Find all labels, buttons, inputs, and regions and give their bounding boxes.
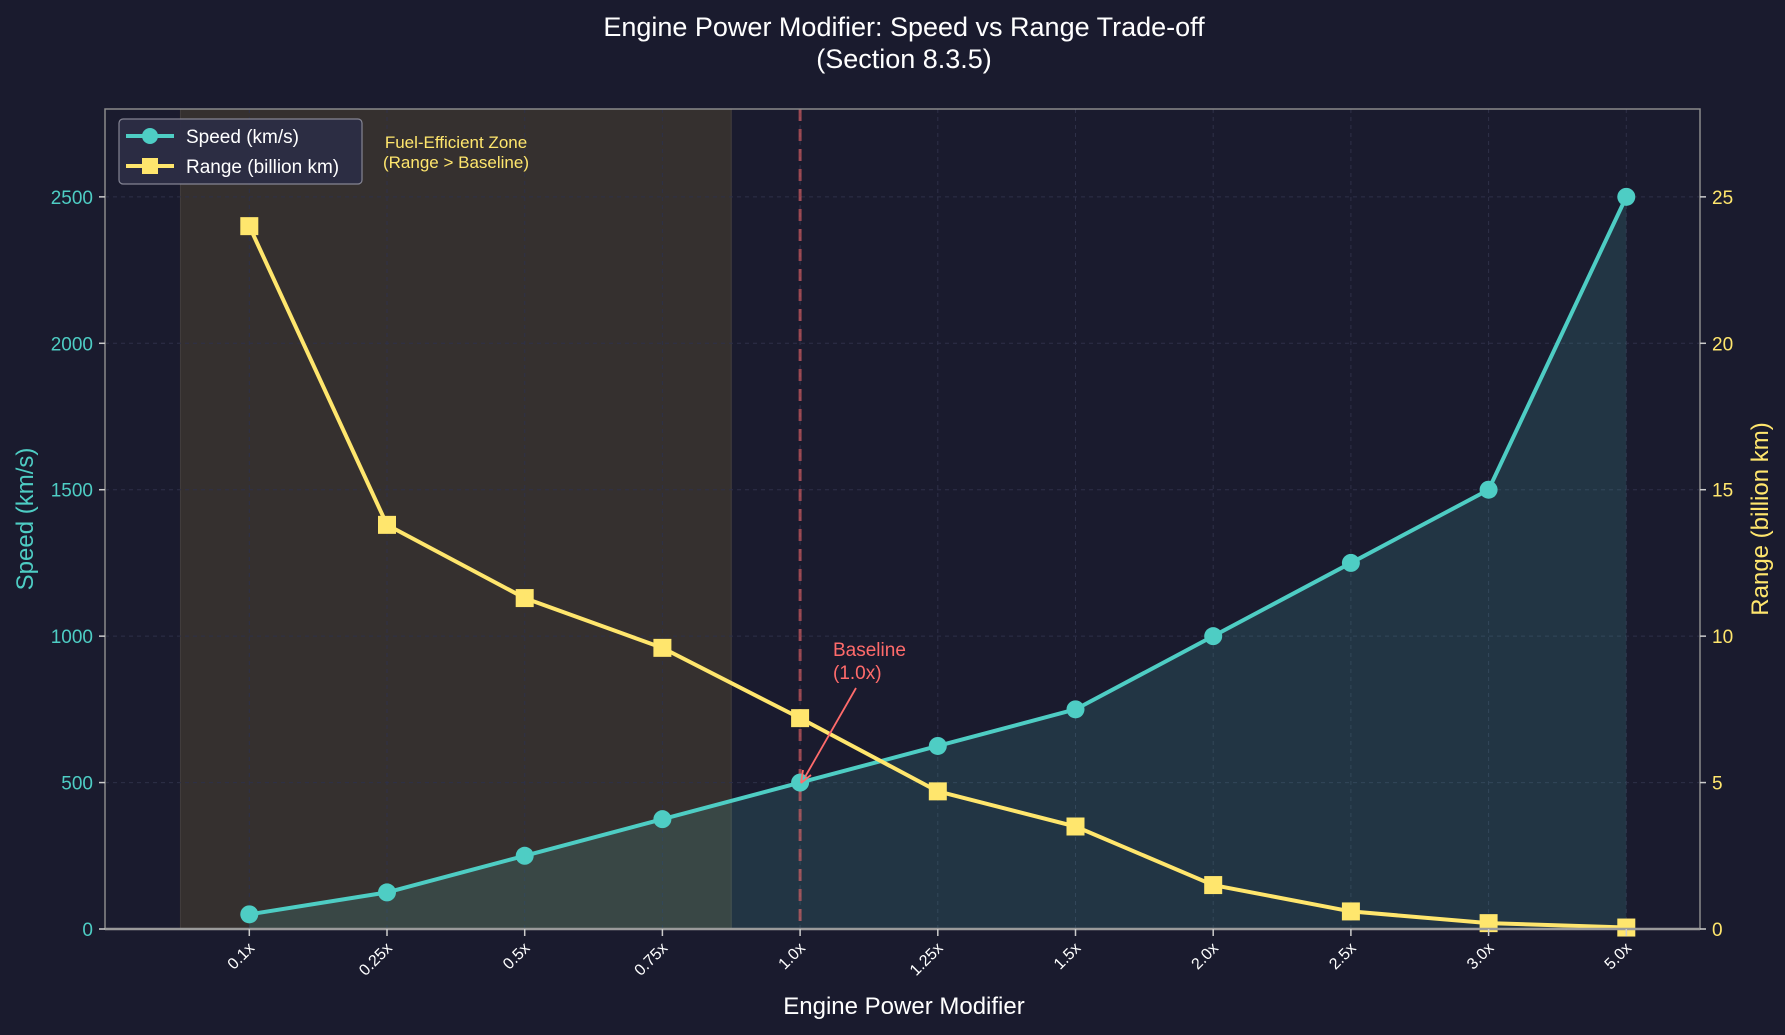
range-point (928, 782, 947, 801)
y-left-tick-label: 2500 (51, 188, 93, 209)
y-axis-left-label: Speed (km/s) (12, 448, 39, 591)
range-point (240, 217, 259, 236)
y-right-tick-label: 15 (1712, 481, 1733, 502)
y-right-tick-label: 25 (1712, 188, 1733, 209)
y-left-tick-label: 0 (82, 920, 93, 941)
y-left-tick-label: 1000 (51, 627, 93, 648)
range-point (515, 589, 534, 608)
speed-point (378, 883, 396, 902)
chart-title-line2: (Section 8.3.5) (816, 44, 992, 74)
speed-point (791, 773, 810, 792)
x-axis-label: Engine Power Modifier (783, 993, 1024, 1020)
speed-point (240, 905, 259, 924)
range-point (1341, 902, 1360, 921)
speed-point (1479, 480, 1498, 499)
legend-item-range: Range (billion km) (126, 157, 339, 178)
range-point (1204, 876, 1223, 895)
range-point (1479, 914, 1498, 933)
range-point (378, 515, 396, 534)
fuel-efficient-zone (179, 108, 732, 930)
baseline-arrow (800, 687, 857, 784)
speed-point (515, 846, 534, 865)
range-point (791, 709, 810, 728)
range-point (1066, 817, 1085, 836)
y-right-tick-label: 20 (1712, 334, 1733, 355)
speed-area-fill (249, 196, 1627, 929)
speed-point (928, 736, 947, 755)
y-left-tick-label: 500 (61, 774, 93, 795)
chart-title-line1: Engine Power Modifier: Speed vs Range Tr… (603, 12, 1205, 42)
zone-annotation-line1: Fuel-Efficient Zone (385, 133, 527, 152)
zone-annotation-line2: (Range > Baseline) (383, 153, 529, 172)
y-axis-right-label: Range (billion km) (1747, 422, 1774, 615)
square-marker-icon (142, 158, 158, 174)
speed-point (1066, 700, 1085, 719)
circle-marker-icon (142, 128, 158, 144)
speed-point (1617, 187, 1636, 206)
legend-label-range: Range (billion km) (186, 157, 339, 178)
legend: Speed (km/s) Range (billion km) (118, 118, 363, 185)
speed-point (1204, 627, 1223, 646)
range-point (653, 638, 672, 657)
baseline-annotation-line1: Baseline (833, 640, 906, 661)
range-point (1617, 918, 1636, 937)
y-left-tick-label: 1500 (51, 481, 93, 502)
y-right-tick-label: 0 (1712, 920, 1723, 941)
y-left-tick-label: 2000 (51, 334, 93, 355)
legend-label-speed: Speed (km/s) (186, 127, 299, 148)
y-right-tick-label: 5 (1712, 774, 1723, 795)
speed-point (653, 810, 672, 829)
speed-point (1341, 553, 1360, 572)
baseline-annotation-line2: (1.0x) (833, 663, 882, 684)
legend-item-speed: Speed (km/s) (126, 127, 299, 148)
y-right-tick-label: 10 (1712, 627, 1733, 648)
